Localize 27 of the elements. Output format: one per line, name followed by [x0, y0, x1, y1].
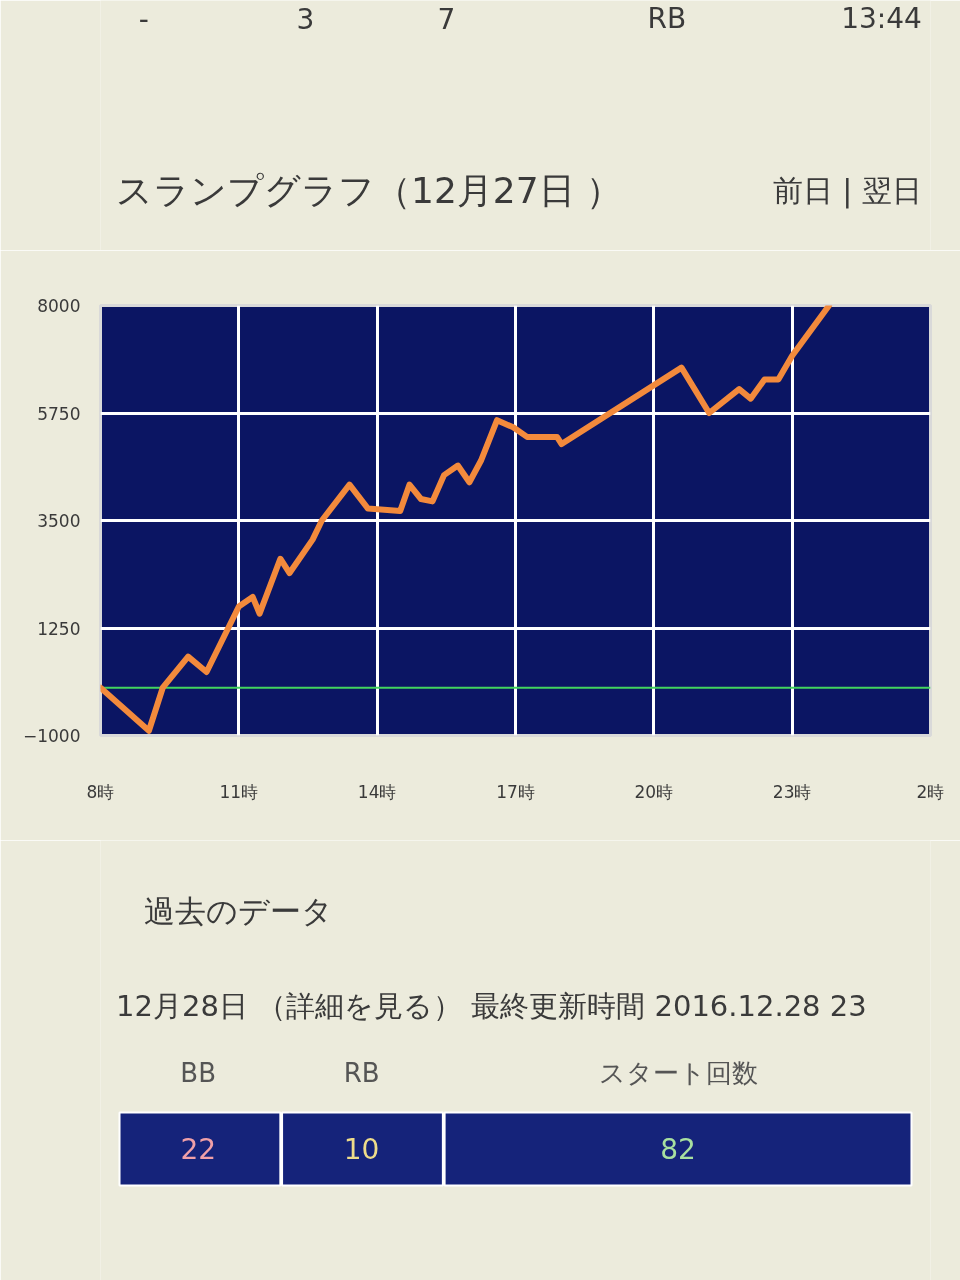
text: 13:44: [841, 2, 922, 35]
y-tick-label: 8000: [37, 296, 81, 316]
text: 22: [180, 1133, 217, 1166]
x-tick-label: 14時: [357, 781, 397, 802]
text: 3: [296, 3, 315, 36]
x-tick-label: 8時: [86, 781, 115, 802]
y-tick-label: 3500: [37, 511, 81, 531]
x-tick-label: 11時: [219, 781, 259, 802]
x-tick-label: 20時: [634, 781, 674, 802]
chart-title: スランプグラフ（12月27日 ）: [116, 170, 623, 211]
text: RB: [343, 1057, 380, 1088]
y-tick-label: 1250: [37, 618, 81, 639]
text: 82: [660, 1133, 696, 1166]
text: 12月28日 （詳細を見る） 最終更新時間 2016.12.28 23: [116, 988, 867, 1023]
x-tick-label: 23時: [772, 781, 812, 802]
y-tick-label: −1000: [22, 726, 81, 746]
text: 前日 | 翌日: [772, 173, 922, 209]
x-tick-label: 17時: [496, 781, 535, 802]
text: スタート回数: [598, 1057, 758, 1088]
text: -: [138, 3, 149, 36]
text: 7: [437, 3, 456, 36]
text: BB: [180, 1057, 217, 1088]
text: RB: [647, 2, 687, 35]
x-tick-label: 2時: [916, 781, 945, 802]
text: 10: [343, 1133, 380, 1166]
text: 過去のデータ: [143, 892, 333, 929]
y-tick-label: 5750: [37, 403, 81, 424]
